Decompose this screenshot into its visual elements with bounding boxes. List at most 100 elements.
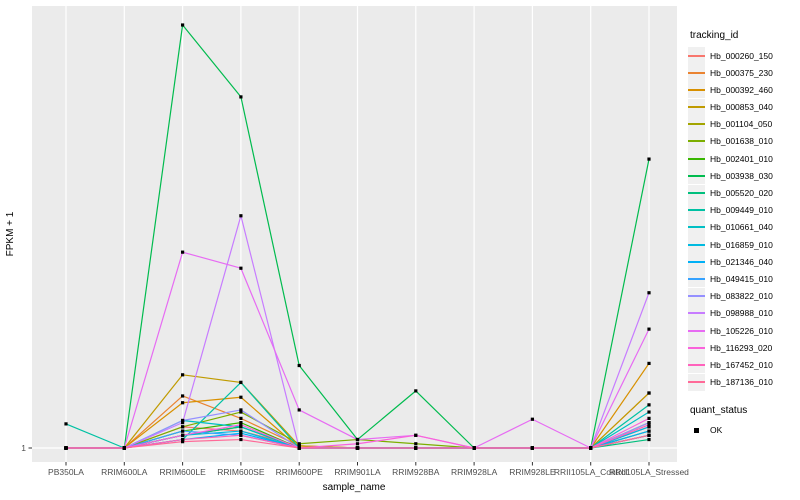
ok-square-marker-icon [688, 422, 705, 439]
x-tick-label: RRIM600PE [276, 467, 324, 477]
data-point-marker [647, 410, 651, 414]
legend-key-line-icon [688, 356, 705, 374]
data-point-marker [647, 157, 651, 161]
legend-item-label: Hb_000392_460 [710, 84, 773, 95]
legend-item-label: Hb_001104_050 [710, 119, 773, 130]
data-point-marker [472, 446, 476, 450]
data-point-marker [647, 403, 651, 407]
data-point-marker [297, 444, 301, 448]
legend-key-line-icon [688, 373, 705, 391]
y-tick-label: 1 [21, 443, 26, 453]
data-point-marker [181, 23, 185, 27]
legend-item-label: Hb_003938_030 [710, 170, 773, 181]
data-point-marker [239, 410, 243, 414]
data-point-marker [647, 391, 651, 395]
data-point-marker [239, 266, 243, 270]
data-point-marker [647, 433, 651, 437]
legend-item-label: Hb_049415_010 [710, 273, 773, 284]
data-point-marker [64, 422, 68, 426]
legend-item: Hb_000392_460 [688, 81, 798, 99]
legend-item: Hb_021346_040 [688, 253, 798, 271]
legend-item-label: Hb_105226_010 [710, 325, 773, 336]
legend-item: Hb_000375_230 [688, 64, 798, 82]
data-point-marker [239, 433, 243, 437]
legend-item: Hb_083822_010 [688, 287, 798, 305]
x-tick-label: RRIM928BA [392, 467, 440, 477]
data-point-marker [181, 373, 185, 377]
data-point-marker [181, 421, 185, 425]
legend-key-line-icon [688, 236, 705, 254]
legend-item-label: Hb_001638_010 [710, 136, 773, 147]
data-point-marker [414, 446, 418, 450]
legend-title: tracking_id [690, 30, 739, 41]
data-point-marker [647, 423, 651, 427]
data-point-marker [181, 401, 185, 405]
data-point-marker [647, 421, 651, 425]
legend-key-line-icon [688, 287, 705, 305]
legend-key-line-icon [688, 115, 705, 133]
legend-item-label: Hb_005520_020 [710, 188, 773, 198]
x-tick-label: RRIM600LE [159, 467, 206, 477]
data-point-marker [181, 433, 185, 437]
x-tick-label: RRIM901LA [334, 467, 381, 477]
legend-item-label: Hb_009449_010 [710, 205, 773, 216]
legend-item: Hb_010661_040 [688, 218, 798, 236]
data-point-marker [181, 437, 185, 442]
x-tick-label: RRIM928LE [509, 467, 556, 477]
data-point-marker [355, 446, 360, 450]
data-point-marker [239, 380, 243, 385]
x-tick-label: RRIM600SE [217, 467, 265, 477]
legend-item-label: Hb_083822_010 [710, 291, 773, 302]
legend-item-label: Hb_000260_150 [710, 50, 773, 61]
data-point-marker [181, 429, 185, 433]
data-point-marker [239, 408, 243, 412]
legend-item: Hb_005520_020 [688, 184, 798, 202]
plot-panel: PB350LA RRIM600LA RRIM600LE RRIM600SE RRIM60… [5, 6, 689, 493]
legend-item: Hb_002401_010 [688, 150, 798, 168]
data-point-marker [297, 442, 301, 446]
data-point-marker [589, 446, 593, 450]
legend-item-label: Hb_002401_010 [710, 153, 773, 164]
legend-key-line-icon [688, 132, 705, 150]
data-point-marker [530, 446, 534, 450]
legend: tracking_id Hb_000260_150 Hb_000375_230 Hb… [688, 30, 798, 439]
legend-key-line-icon [688, 47, 705, 64]
legend-item-label: Hb_187136_010 [710, 377, 773, 388]
data-point-marker [181, 418, 185, 423]
data-point-marker [647, 416, 651, 420]
data-point-marker [239, 416, 243, 420]
legend-key-line-icon [688, 322, 705, 339]
x-tick-label: RRIM600LA [101, 467, 148, 477]
data-point-marker [647, 437, 651, 442]
legend-item: Hb_001104_050 [688, 115, 798, 133]
data-point-marker [181, 250, 185, 254]
data-point-marker [355, 442, 360, 446]
data-point-marker [239, 423, 243, 427]
panel-background [32, 6, 677, 462]
legend-key-line-icon [688, 339, 705, 357]
data-point-marker [122, 446, 126, 450]
data-point-marker [647, 361, 651, 365]
x-tick-label: RRIM928LA [451, 467, 498, 477]
data-point-marker [239, 429, 243, 433]
legend-key-line-icon [688, 304, 705, 322]
data-point-marker [239, 437, 243, 442]
data-point-marker [239, 95, 243, 99]
data-point-marker [647, 429, 651, 433]
legend-item-label: Hb_000375_230 [710, 67, 773, 78]
data-point-marker [355, 437, 360, 442]
legend-item-label: Hb_010661_040 [710, 222, 773, 233]
data-point-marker [181, 394, 185, 398]
data-point-marker [64, 446, 68, 450]
data-point-marker [239, 431, 243, 435]
data-point-marker [297, 408, 301, 412]
legend-key-line-icon [688, 201, 705, 219]
quant-status-legend-item: OK [688, 422, 798, 439]
quant-status-label: OK [710, 425, 723, 436]
legend-item: Hb_116293_020 [688, 339, 798, 357]
data-point-marker [239, 395, 243, 399]
legend-item-label: Hb_016859_010 [710, 239, 773, 250]
legend-item-label: Hb_167452_010 [710, 359, 773, 370]
legend-item: Hb_187136_010 [688, 373, 798, 391]
